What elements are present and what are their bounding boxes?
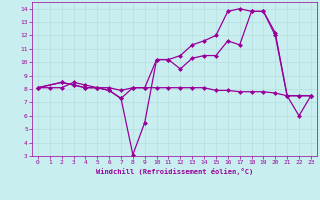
X-axis label: Windchill (Refroidissement éolien,°C): Windchill (Refroidissement éolien,°C) xyxy=(96,168,253,175)
